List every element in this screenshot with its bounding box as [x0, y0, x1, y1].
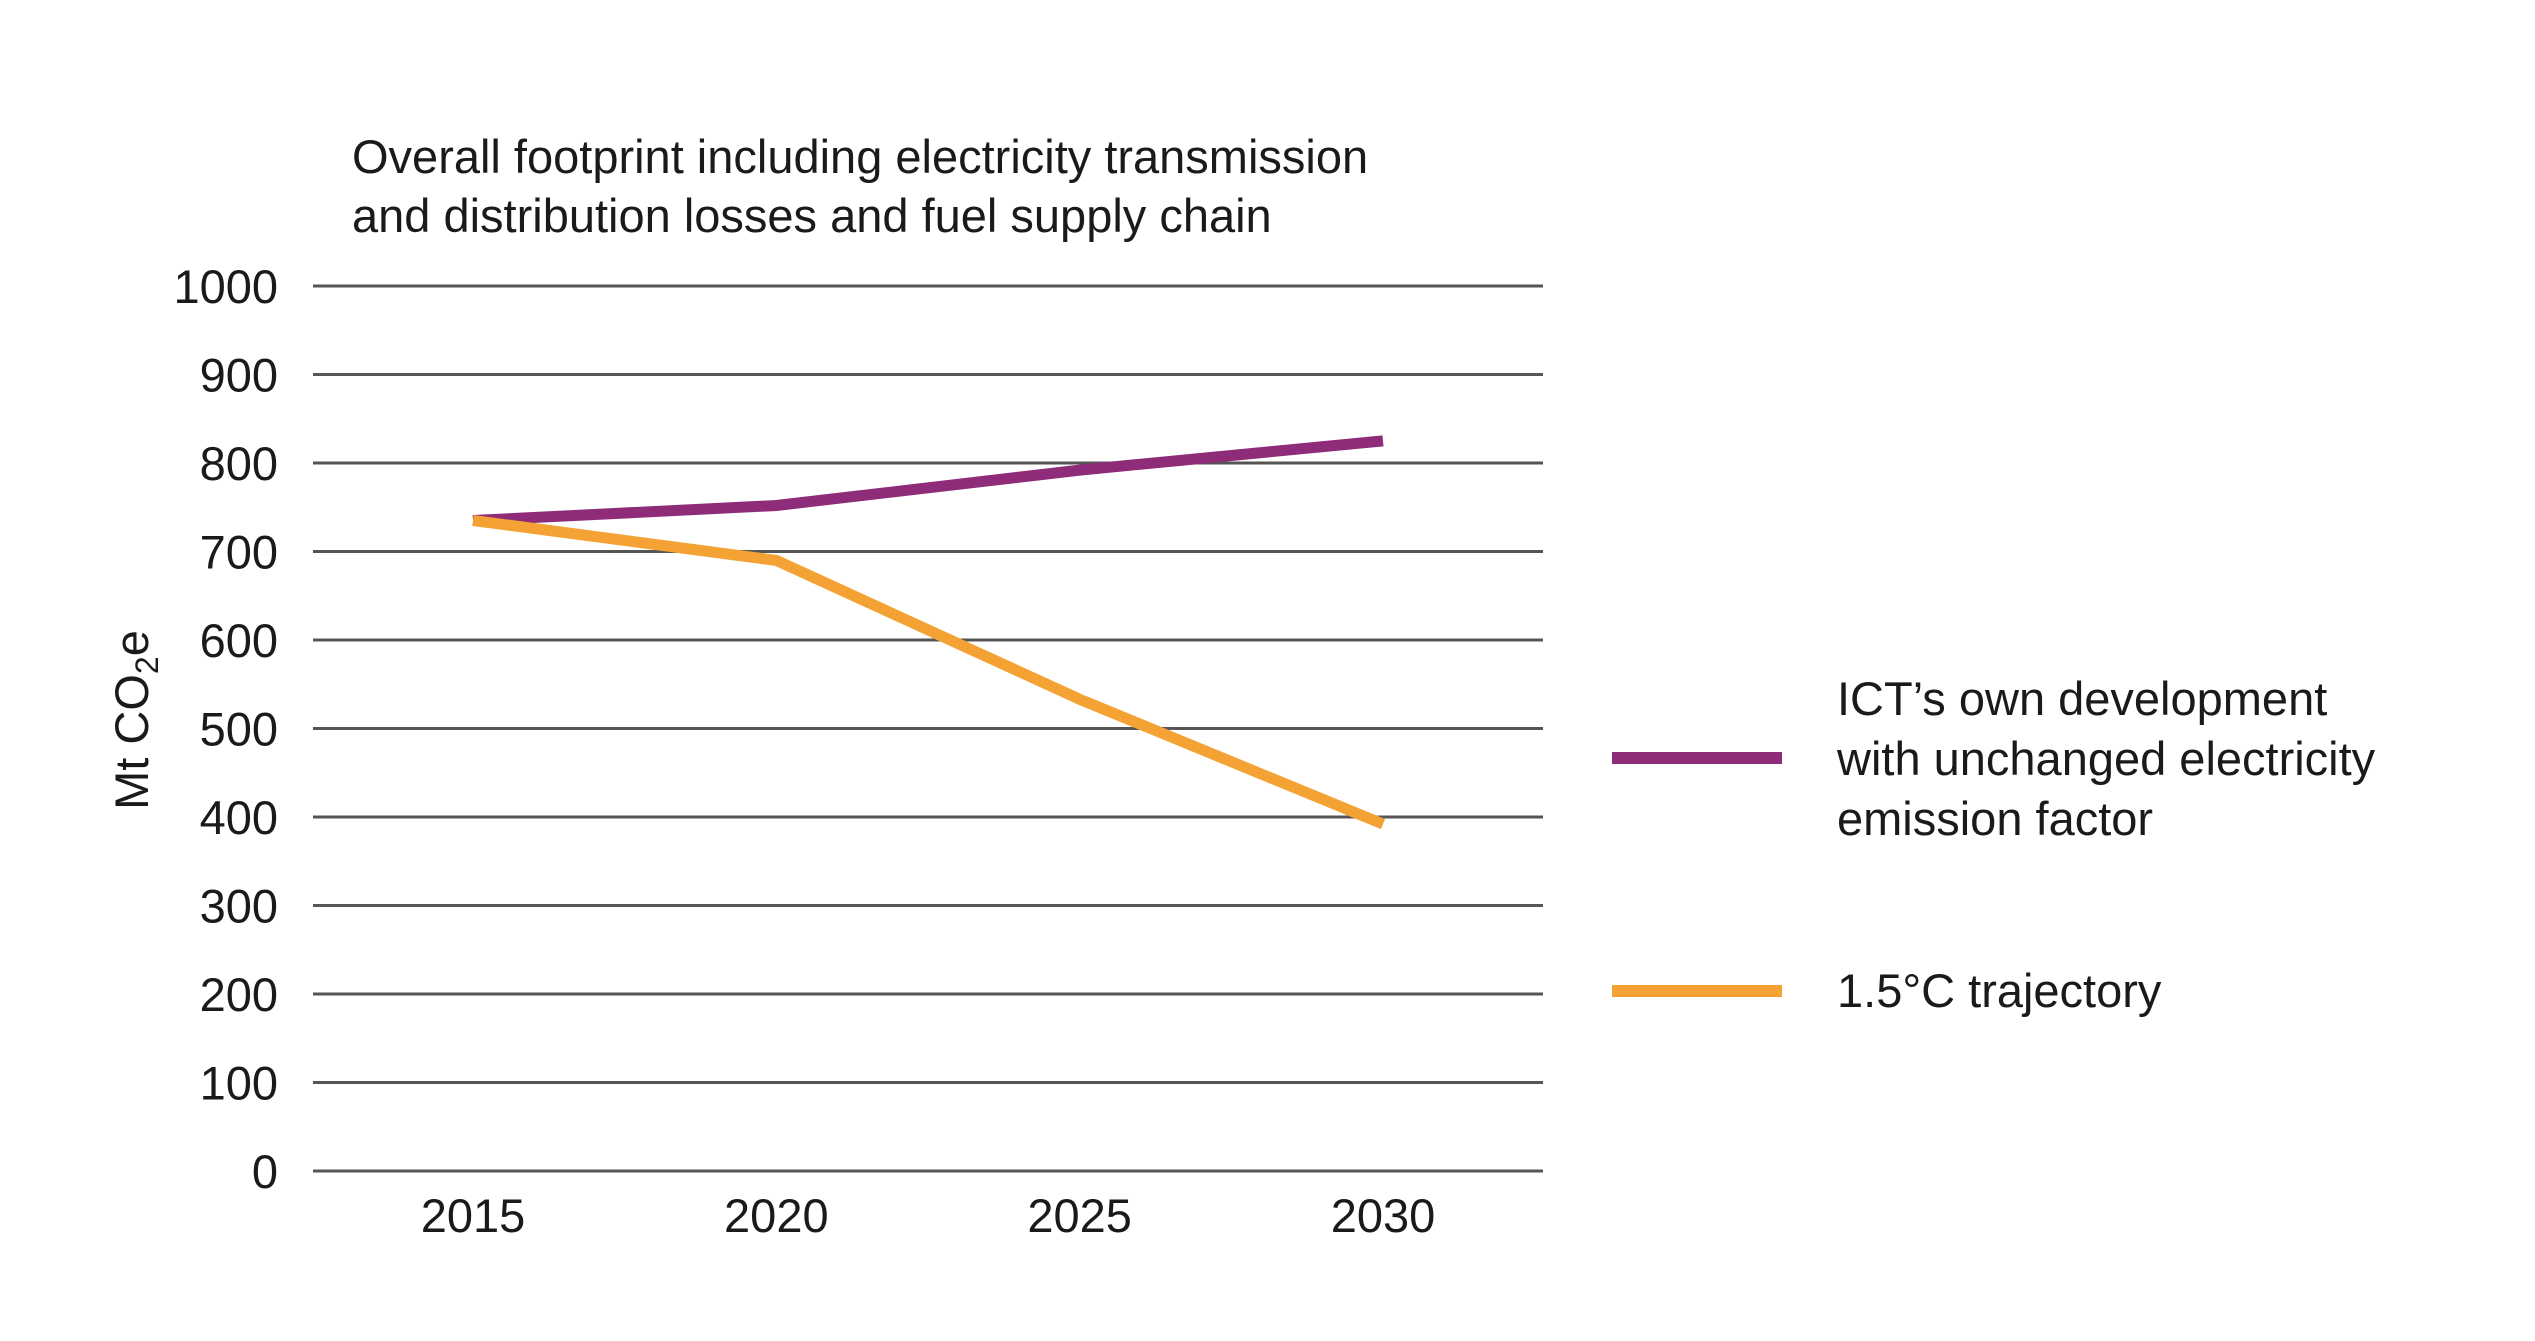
y-axis-label-subscript: 2: [129, 656, 165, 674]
x-axis-tick-labels: 2015 2020 2025 2030: [421, 1189, 1436, 1242]
y-axis-label: Mt CO2e: [105, 630, 165, 810]
x-tick-label-2015: 2015: [421, 1189, 526, 1242]
legend-label-1-line-2: with unchanged electricity: [1836, 732, 2376, 785]
series-line-1: [472, 435, 1384, 526]
y-tick-label-300: 300: [200, 880, 278, 933]
y-tick-label-800: 800: [200, 437, 278, 490]
legend-label-2-line-1: 1.5°C trajectory: [1837, 964, 2162, 1017]
y-tick-label-600: 600: [200, 614, 278, 667]
legend-label-1: ICT’s own development with unchanged elec…: [1836, 672, 2376, 845]
chart-title-line-1: Overall footprint including electricity …: [352, 130, 1368, 183]
y-tick-label-500: 500: [200, 703, 278, 756]
y-axis-label-main: Mt CO: [105, 674, 158, 810]
legend-label-1-line-1: ICT’s own development: [1837, 672, 2327, 725]
y-tick-label-1000: 1000: [173, 260, 278, 313]
y-tick-label-900: 900: [200, 349, 278, 402]
legend-label-2: 1.5°C trajectory: [1837, 964, 2162, 1017]
series-line-2: [472, 515, 1386, 830]
y-tick-label-0: 0: [252, 1145, 278, 1198]
chart-title: Overall footprint including electricity …: [352, 130, 1368, 242]
y-tick-label-400: 400: [200, 791, 278, 844]
x-tick-label-2025: 2025: [1027, 1189, 1132, 1242]
chart-title-line-2: and distribution losses and fuel supply …: [352, 189, 1272, 242]
y-axis-tick-labels: 0 100 200 300 400 500 600 700 800 900 1000: [173, 260, 278, 1198]
y-tick-label-700: 700: [200, 526, 278, 579]
legend: ICT’s own development with unchanged elec…: [1612, 672, 2376, 1017]
x-tick-label-2020: 2020: [724, 1189, 829, 1242]
series-lines: [472, 435, 1386, 830]
legend-label-1-line-3: emission factor: [1837, 792, 2153, 845]
y-tick-label-100: 100: [200, 1057, 278, 1110]
y-axis-label-suffix: e: [105, 630, 158, 656]
gridlines: [313, 284, 1543, 1173]
x-tick-label-2030: 2030: [1331, 1189, 1436, 1242]
y-tick-label-200: 200: [200, 968, 278, 1021]
